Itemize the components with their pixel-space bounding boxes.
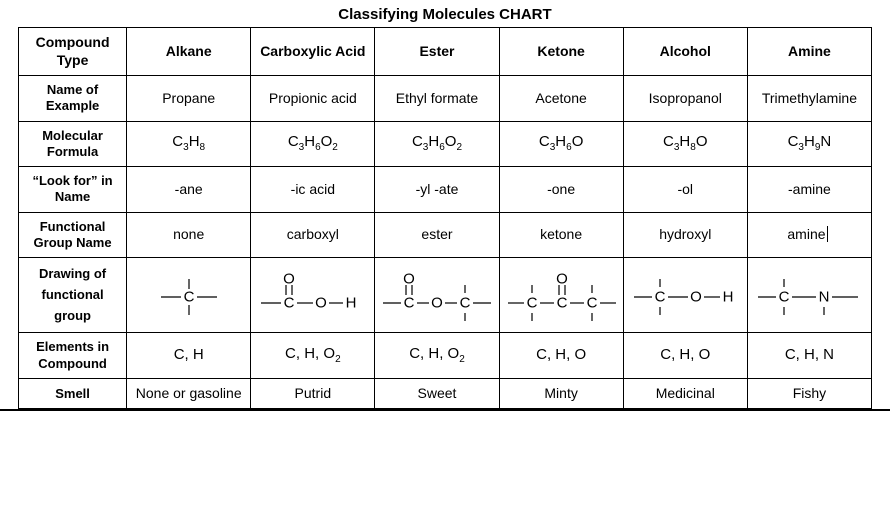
col-alcohol: Alcohol — [623, 28, 747, 76]
drawing-ester: COOC — [375, 258, 499, 333]
cell: Propane — [127, 76, 251, 122]
drawing-alkane: C — [127, 258, 251, 333]
svg-text:N: N — [818, 289, 829, 306]
cell: C, H, O — [499, 333, 623, 379]
drawing-ketone: CCCO — [499, 258, 623, 333]
svg-text:C: C — [526, 295, 537, 312]
svg-text:O: O — [283, 271, 295, 288]
drawing-alcohol: COH — [623, 258, 747, 333]
rowlabel-formula: Molecular Formula — [19, 121, 127, 167]
cell: Minty — [499, 378, 623, 409]
text-cursor-icon — [827, 226, 832, 242]
cell: Medicinal — [623, 378, 747, 409]
cell: -one — [499, 167, 623, 213]
row-lookfor: “Look for” in Name -ane -ic acid -yl -at… — [19, 167, 872, 213]
cell: Acetone — [499, 76, 623, 122]
cell: Isopropanol — [623, 76, 747, 122]
cell: amine — [747, 212, 871, 258]
col-ester: Ester — [375, 28, 499, 76]
svg-text:C: C — [284, 295, 295, 312]
page-bottom-rule — [0, 409, 890, 411]
svg-text:C: C — [404, 295, 415, 312]
cell: ester — [375, 212, 499, 258]
svg-text:H: H — [722, 289, 733, 306]
svg-text:O: O — [315, 295, 327, 312]
cell: Fishy — [747, 378, 871, 409]
cell: C3H6O2 — [251, 121, 375, 167]
row-example: Name of Example Propane Propionic acid E… — [19, 76, 872, 122]
cell: hydroxyl — [623, 212, 747, 258]
cell: C, H, N — [747, 333, 871, 379]
cell: -amine — [747, 167, 871, 213]
row-formula: Molecular Formula C3H8 C3H6O2 C3H6O2 C3H… — [19, 121, 872, 167]
cell: C3H8 — [127, 121, 251, 167]
cell: Propionic acid — [251, 76, 375, 122]
col-ketone: Ketone — [499, 28, 623, 76]
cell: C, H, O — [623, 333, 747, 379]
svg-text:O: O — [404, 271, 416, 288]
svg-text:C: C — [460, 295, 471, 312]
row-elements: Elements in Compound C, H C, H, O2 C, H,… — [19, 333, 872, 379]
molecule-table: Compound Type Alkane Carboxylic Acid Est… — [18, 27, 872, 409]
svg-text:C: C — [778, 289, 789, 306]
drawing-amine: CN — [747, 258, 871, 333]
drawing-carboxyl: COOH — [251, 258, 375, 333]
header-row: Compound Type Alkane Carboxylic Acid Est… — [19, 28, 872, 76]
cell-text: amine — [787, 226, 825, 242]
col-carboxylic: Carboxylic Acid — [251, 28, 375, 76]
cell: none — [127, 212, 251, 258]
rowlabel-elements: Elements in Compound — [19, 333, 127, 379]
cell: C3H9N — [747, 121, 871, 167]
svg-text:O: O — [432, 295, 444, 312]
chart-title: Classifying Molecules CHART — [18, 6, 872, 23]
cell: -ic acid — [251, 167, 375, 213]
rowlabel-fgname: Functional Group Name — [19, 212, 127, 258]
svg-text:C: C — [183, 289, 194, 306]
rowlabel-drawing: Drawing of functional group — [19, 258, 127, 333]
cell: Ethyl formate — [375, 76, 499, 122]
svg-text:C: C — [556, 295, 567, 312]
row-fgname: Functional Group Name none carboxyl este… — [19, 212, 872, 258]
col-compound-type: Compound Type — [19, 28, 127, 76]
cell: ketone — [499, 212, 623, 258]
cell: Putrid — [251, 378, 375, 409]
rowlabel-smell: Smell — [19, 378, 127, 409]
svg-text:C: C — [586, 295, 597, 312]
row-smell: Smell None or gasoline Putrid Sweet Mint… — [19, 378, 872, 409]
cell: Trimethylamine — [747, 76, 871, 122]
svg-text:O: O — [556, 271, 568, 288]
col-alkane: Alkane — [127, 28, 251, 76]
cell: None or gasoline — [127, 378, 251, 409]
svg-text:C: C — [654, 289, 665, 306]
row-drawing: Drawing of functional group C COOH COOC … — [19, 258, 872, 333]
svg-text:H: H — [346, 295, 357, 312]
cell: Sweet — [375, 378, 499, 409]
cell: C3H6O — [499, 121, 623, 167]
rowlabel-lookfor: “Look for” in Name — [19, 167, 127, 213]
svg-text:O: O — [690, 289, 702, 306]
rowlabel-example: Name of Example — [19, 76, 127, 122]
cell: -ol — [623, 167, 747, 213]
col-amine: Amine — [747, 28, 871, 76]
cell: C3H8O — [623, 121, 747, 167]
cell: C3H6O2 — [375, 121, 499, 167]
cell: C, H, O2 — [375, 333, 499, 379]
cell: carboxyl — [251, 212, 375, 258]
cell: -ane — [127, 167, 251, 213]
cell: -yl -ate — [375, 167, 499, 213]
cell: C, H, O2 — [251, 333, 375, 379]
cell: C, H — [127, 333, 251, 379]
